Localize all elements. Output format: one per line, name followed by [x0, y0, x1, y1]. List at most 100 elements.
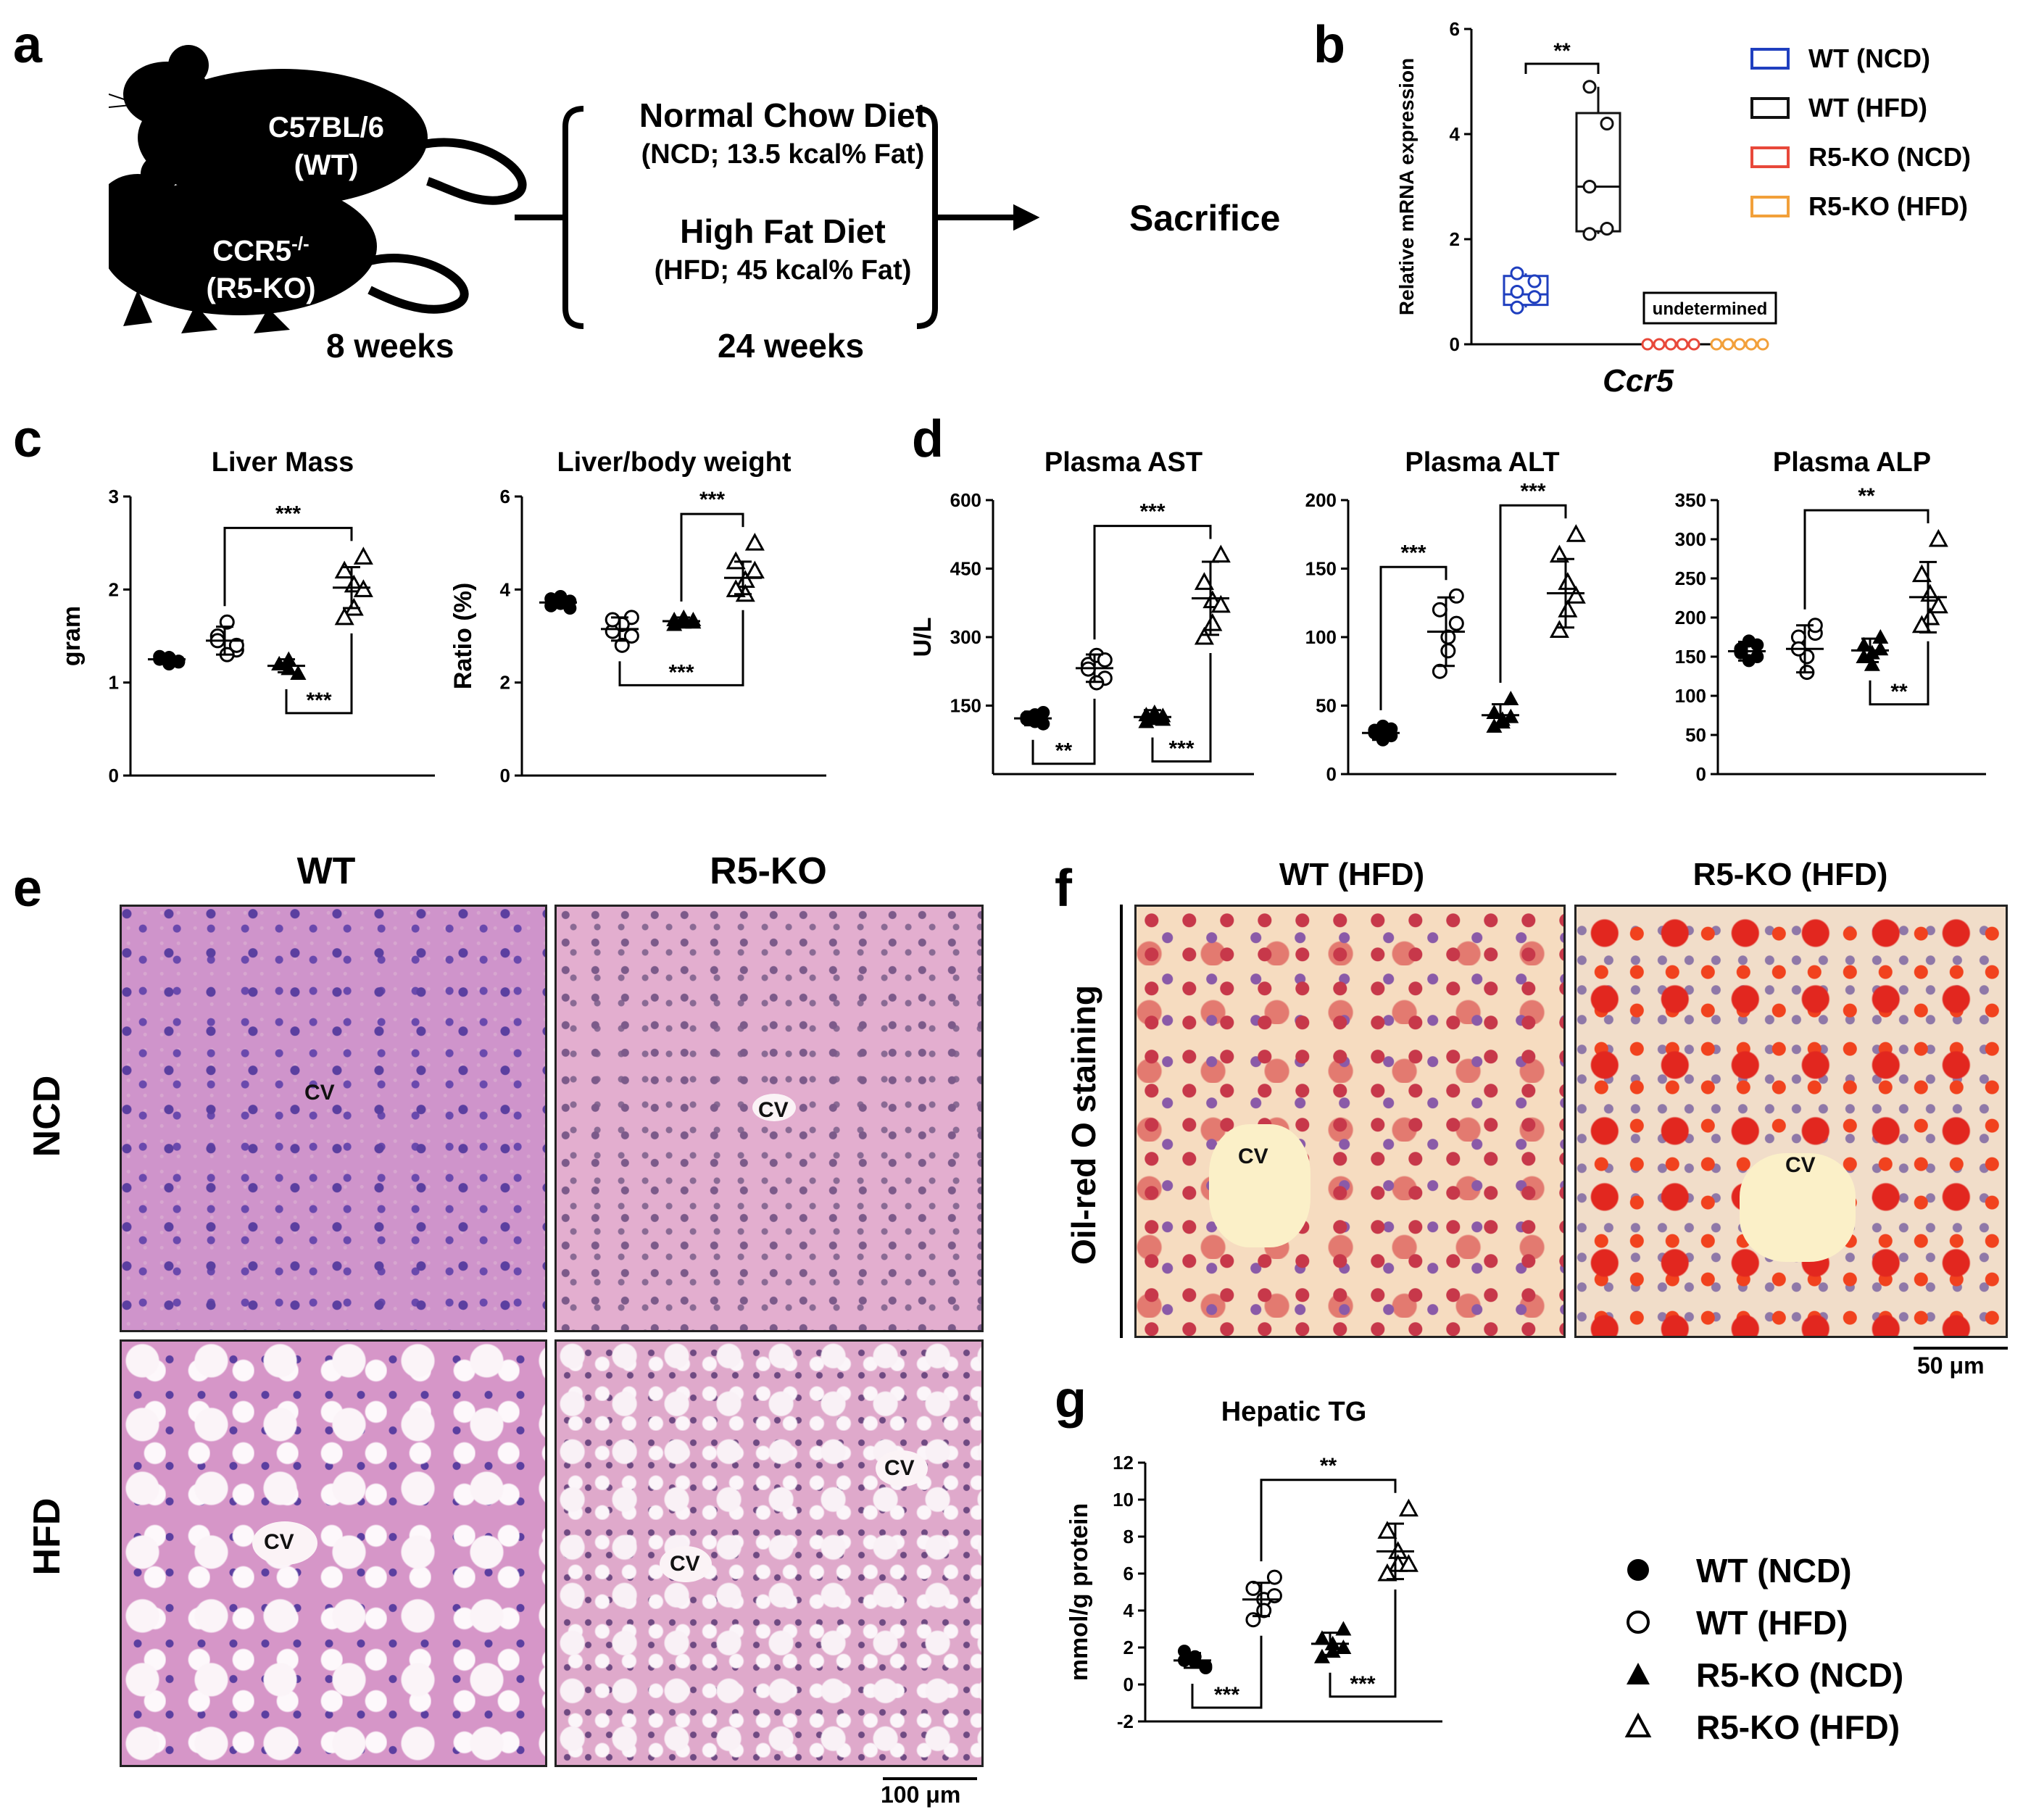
panel-e-col-ko: R5-KO: [710, 850, 827, 892]
he-image-ko-ncd: CV: [554, 905, 984, 1332]
significance-label: **: [1890, 680, 1908, 704]
data-point: [219, 614, 235, 630]
data-point: [1582, 180, 1597, 194]
he-image-ko-hfd: CV CV: [554, 1339, 984, 1767]
legend-label: WT (HFD): [1808, 93, 1927, 122]
data-point: [1398, 1554, 1418, 1572]
mouse-wt-icon: [109, 45, 527, 207]
panel-e-col-wt: WT: [296, 850, 356, 892]
data-point: [334, 560, 354, 579]
cv-label: CV: [758, 1098, 789, 1122]
central-vein: [876, 1450, 928, 1487]
y-tick-label: 50: [1316, 695, 1337, 717]
he-image-wt-ncd: CV: [120, 905, 547, 1332]
data-point: [1710, 338, 1723, 351]
data-point: [1335, 1621, 1352, 1636]
data-point: [1440, 643, 1456, 659]
y-axis-label: Ratio (%): [449, 583, 477, 689]
significance-label: **: [1553, 39, 1571, 63]
legend-b-item: WT (NCD): [1750, 42, 2011, 91]
y-tick-label: 450: [950, 558, 981, 580]
y-tick-label: 150: [950, 695, 981, 717]
data-point: [1199, 1661, 1213, 1675]
data-point: [1313, 1648, 1330, 1663]
data-point: [1210, 544, 1231, 563]
data-point: [1202, 612, 1223, 631]
data-point: [1641, 338, 1654, 351]
chart-c-liver-mass: Liver Mass 0 1 2 3 gram *** ***: [58, 447, 435, 786]
mouse-wt-label: C57BL/6 (WT): [254, 109, 399, 184]
data-point: [1600, 222, 1614, 236]
data-point: [1155, 707, 1171, 723]
chart-title: Liver/body weight: [557, 447, 791, 478]
y-axis-label: U/L: [913, 618, 936, 657]
data-point: [1872, 629, 1889, 644]
significance-label: ***: [306, 689, 331, 712]
diet-bracket: [515, 106, 1040, 329]
data-point: [1734, 646, 1748, 660]
significance-label: ***: [1139, 500, 1165, 524]
chart-d-plasma-alp: Plasma ALP 0 50 100 150 200 250 300 350 ** **: [1675, 447, 1986, 785]
central-vein: [752, 1094, 796, 1121]
data-point: [1432, 602, 1447, 618]
y-tick-label: 1: [109, 672, 119, 694]
panel-e-row-hfd: HFD: [26, 1497, 68, 1576]
significance-label: ***: [1350, 1672, 1375, 1696]
y-tick-label: 0: [109, 765, 119, 786]
y-tick-label: 10: [1113, 1489, 1134, 1511]
significance-bracket: [1260, 1479, 1397, 1562]
data-point: [1721, 338, 1735, 351]
mouse-ko-label: CCR5-/- (R5-KO): [181, 225, 341, 307]
panel-f-col-wt: WT (HFD): [1279, 857, 1425, 892]
data-point: [353, 579, 373, 597]
mouse-wt-strain: C57BL/6: [267, 112, 385, 144]
data-point: [1750, 638, 1764, 652]
data-point: [1920, 607, 1940, 626]
undetermined-box: [1642, 291, 1777, 325]
significance-label: ***: [1168, 737, 1194, 761]
significance-bracket: [223, 526, 353, 607]
cv-label: CV: [264, 1530, 294, 1554]
y-tick-label: 100: [1675, 685, 1706, 707]
legend-g-item: R5-KO (NCD): [1624, 1655, 2001, 1708]
legend-swatch: [1750, 196, 1790, 217]
data-point: [1527, 274, 1542, 288]
y-tick-label: 200: [1675, 607, 1706, 628]
data-point: [544, 599, 558, 612]
y-tick-label: 200: [1305, 489, 1337, 511]
chart-title: Plasma AST: [1044, 447, 1202, 478]
chart-d-plasma-alt: Plasma ALT 0 50 100 150 200 *** ***: [1305, 447, 1616, 785]
significance-label: ***: [1400, 541, 1426, 565]
legend-label: WT (NCD): [1808, 43, 1930, 73]
y-tick-label: 0: [500, 765, 510, 786]
significance-bracket: [1803, 509, 1929, 610]
scale-bar-f: [1914, 1347, 2008, 1350]
y-tick-label: 2: [1123, 1637, 1134, 1658]
y-axis-label: gram: [58, 606, 86, 666]
data-point: [563, 594, 577, 608]
y-tick-label: -2: [1117, 1711, 1134, 1732]
chart-b-ccr5-expression: 0 2 4 6 Relative mRNA expression Ccr5 ** undete…: [1395, 18, 1777, 399]
open-triangle-icon: [1624, 1712, 1652, 1737]
panel-a: C57BL/6 (WT) CCR5-/- (R5-KO) 8 weeks Nor…: [109, 43, 1297, 377]
filled-circle-icon: [1627, 1559, 1649, 1581]
x-axis-label: Ccr5: [1603, 363, 1674, 399]
data-point: [1549, 620, 1569, 639]
data-point: [1210, 594, 1231, 613]
central-vein: [660, 1546, 712, 1582]
data-point: [1097, 652, 1113, 668]
y-tick-label: 3: [109, 486, 119, 507]
y-tick-label: 6: [500, 486, 510, 507]
panel-letter-a: a: [13, 16, 43, 74]
filled-triangle-icon: [1627, 1663, 1650, 1684]
data-point: [334, 607, 354, 626]
panel-f-col-ko: R5-KO (HFD): [1692, 857, 1888, 892]
data-point: [666, 616, 683, 631]
y-tick-label: 50: [1685, 724, 1706, 746]
legend-g: WT (NCD) WT (HFD) R5-KO (NCD) R5-KO (HFD…: [1624, 1551, 2001, 1760]
legend-b-item: R5-KO (HFD): [1750, 190, 2011, 239]
y-tick-label: 250: [1675, 568, 1706, 589]
y-tick-label: 350: [1675, 489, 1706, 511]
y-tick-label: 2: [1450, 228, 1460, 250]
significance-bracket: [1151, 653, 1212, 763]
